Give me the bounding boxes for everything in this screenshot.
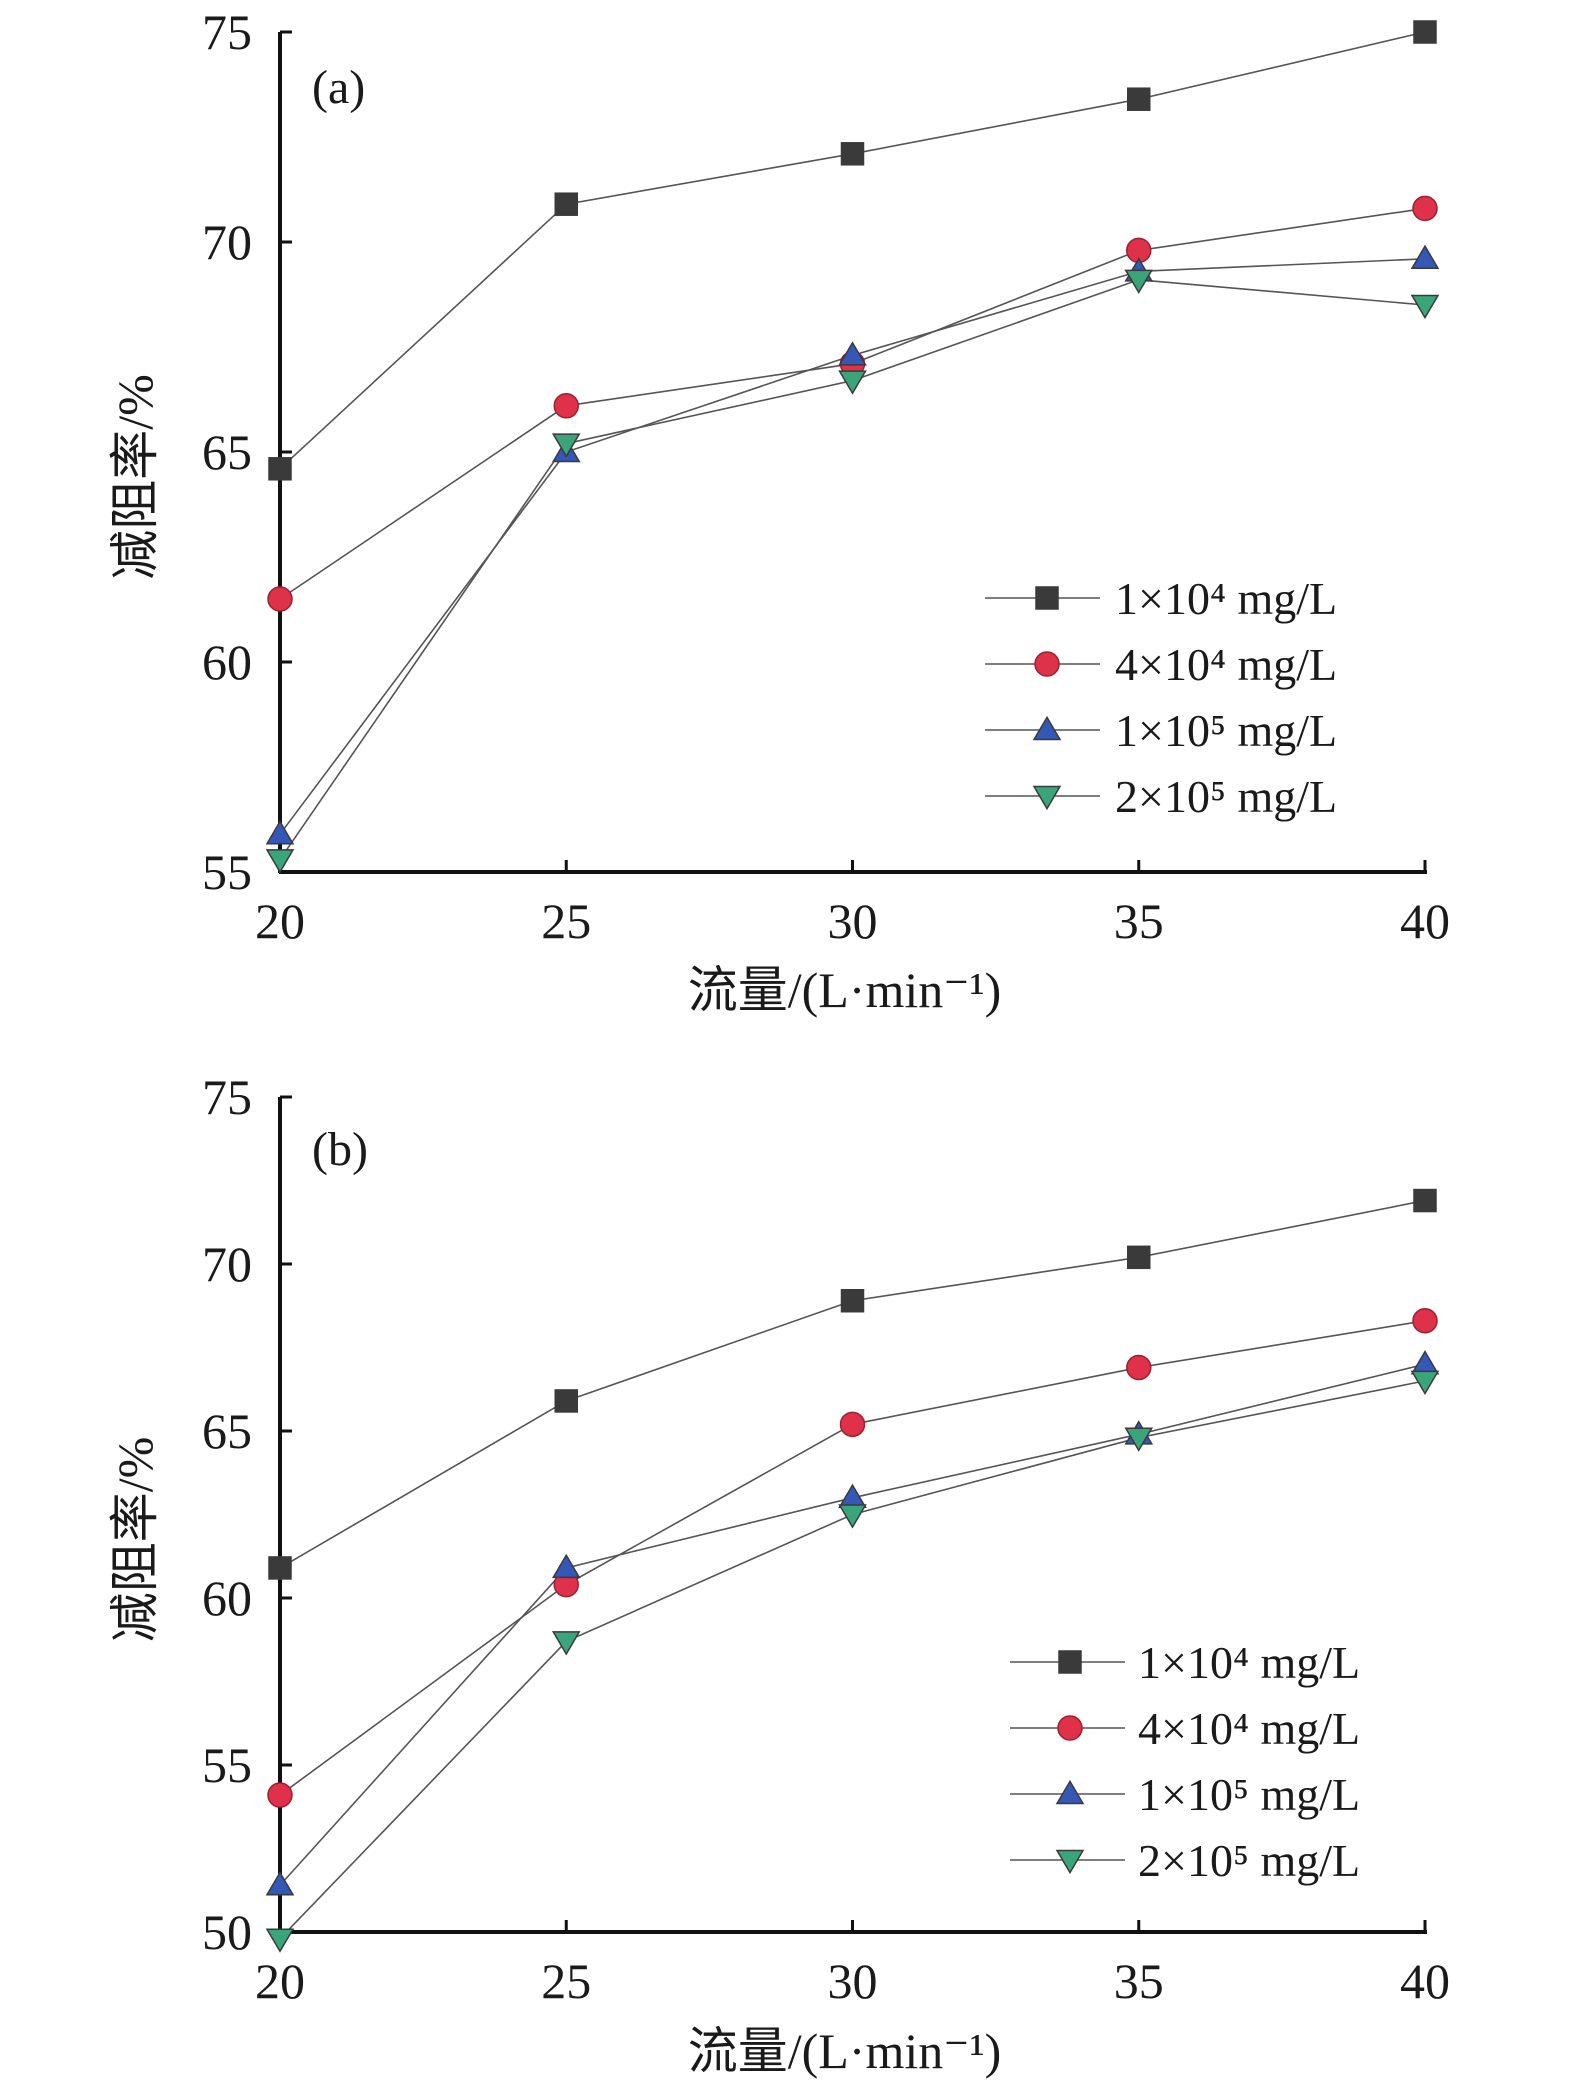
- y-tick-label: 75: [202, 4, 252, 60]
- x-tick-label: 20: [255, 1953, 305, 2009]
- legend-marker: [1034, 651, 1060, 677]
- y-tick-label: 65: [202, 424, 252, 480]
- legend-label: 2×10⁵ mg/L: [1115, 771, 1337, 822]
- data-point-series-3: [265, 820, 295, 845]
- x-axis-title: 流量/(L·min⁻¹): [688, 962, 1002, 1018]
- data-point-series-1: [840, 142, 865, 166]
- data-point-series-4: [1124, 1427, 1154, 1452]
- legend-label: 4×10⁴ mg/L: [1138, 1703, 1360, 1754]
- chart-panel-b: 50 55 60 65 70 75 20 25 30 35 40 流量/(L·min⁻¹) 减阻率/% (…: [107, 1069, 1450, 2079]
- data-point-series-4: [265, 849, 295, 874]
- data-point-series-2: [1412, 195, 1438, 222]
- panel-label: (b): [312, 1123, 368, 1176]
- data-point-series-2: [1412, 1308, 1438, 1334]
- x-tick-label: 20: [255, 893, 305, 949]
- legend-marker: [1057, 1715, 1083, 1741]
- data-point-series-2: [267, 1782, 293, 1808]
- x-tick-label: 30: [828, 1953, 878, 2009]
- data-point-series-1: [554, 192, 578, 216]
- y-tick-label: 65: [202, 1403, 252, 1459]
- data-point-series-4: [838, 1504, 867, 1529]
- data-point-series-3: [838, 341, 867, 366]
- legend-marker: [1032, 785, 1062, 811]
- data-point-series-3: [1410, 1350, 1440, 1375]
- x-tick-label: 25: [541, 1953, 591, 2009]
- legend-label: 1×10⁵ mg/L: [1138, 1769, 1360, 1820]
- data-point-series-4: [1124, 269, 1154, 294]
- y-tick-label: 75: [202, 1069, 252, 1125]
- data-point-series-4: [1410, 1370, 1440, 1396]
- legend-label: 1×10⁴ mg/L: [1138, 1637, 1360, 1688]
- chart-panel-a: 55 60 65 70 75 20 25 30 35 40 流量/(L·min⁻¹) 减阻率/% (a)…: [107, 4, 1450, 1018]
- data-point-series-1: [1127, 1245, 1151, 1270]
- y-tick-label: 55: [202, 844, 252, 900]
- legend-label: 1×10⁵ mg/L: [1115, 705, 1337, 756]
- x-tick-label: 40: [1400, 893, 1450, 949]
- data-point-series-1: [1127, 87, 1151, 111]
- x-tick-label: 35: [1114, 1953, 1164, 2009]
- data-point-series-4: [265, 1928, 295, 1953]
- data-point-series-1: [840, 1288, 865, 1313]
- data-point-series-2: [553, 393, 579, 419]
- y-tick-label: 50: [202, 1904, 252, 1960]
- legend: 1×10⁴ mg/L 4×10⁴ mg/L 1×10⁵ mg/L 2×10⁵ mg/L: [1010, 1637, 1360, 1886]
- data-point-series-2: [1126, 1354, 1152, 1381]
- data-point-series-4: [838, 370, 867, 395]
- legend-label: 4×10⁴ mg/L: [1115, 639, 1337, 690]
- data-point-series-1: [554, 1389, 578, 1413]
- y-axis-title: 减阻率/%: [107, 374, 163, 580]
- legend-label: 2×10⁵ mg/L: [1138, 1835, 1360, 1886]
- data-point-series-3: [1410, 244, 1440, 270]
- x-tick-label: 25: [541, 893, 591, 949]
- y-tick-label: 70: [202, 1236, 252, 1292]
- data-point-series-1: [268, 1556, 292, 1580]
- x-tick-label: 35: [1114, 893, 1164, 949]
- y-tick-label: 60: [202, 1570, 252, 1626]
- legend-marker: [1055, 1779, 1085, 1805]
- data-point-series-1: [1413, 20, 1437, 44]
- x-axis-title: 流量/(L·min⁻¹): [688, 2023, 1002, 2079]
- panel-label: (a): [312, 61, 365, 114]
- legend-label: 1×10⁴ mg/L: [1115, 573, 1337, 624]
- data-point-series-3: [265, 1871, 295, 1896]
- data-point-series-2: [267, 586, 293, 612]
- y-tick-label: 55: [202, 1737, 252, 1793]
- series-line-1: [279, 31, 1426, 470]
- data-point-series-4: [551, 433, 581, 458]
- legend: 1×10⁴ mg/L 4×10⁴ mg/L 1×10⁵ mg/L 2×10⁵ mg/L: [985, 573, 1337, 822]
- legend-marker: [1035, 586, 1059, 610]
- legend-marker: [1058, 1650, 1082, 1674]
- legend-marker: [1055, 1849, 1085, 1875]
- y-tick-label: 70: [202, 214, 252, 270]
- x-tick-label: 40: [1400, 1953, 1450, 2009]
- x-tick-label: 30: [828, 893, 878, 949]
- data-point-series-1: [1413, 1188, 1437, 1213]
- data-point-series-4: [1410, 294, 1440, 320]
- legend-marker: [1032, 715, 1062, 741]
- data-point-series-1: [268, 457, 292, 481]
- y-axis-title: 减阻率/%: [107, 1437, 163, 1643]
- data-point-series-4: [551, 1631, 581, 1656]
- y-tick-label: 60: [202, 634, 252, 690]
- data-point-series-3: [551, 1553, 581, 1579]
- data-point-series-2: [839, 1411, 866, 1438]
